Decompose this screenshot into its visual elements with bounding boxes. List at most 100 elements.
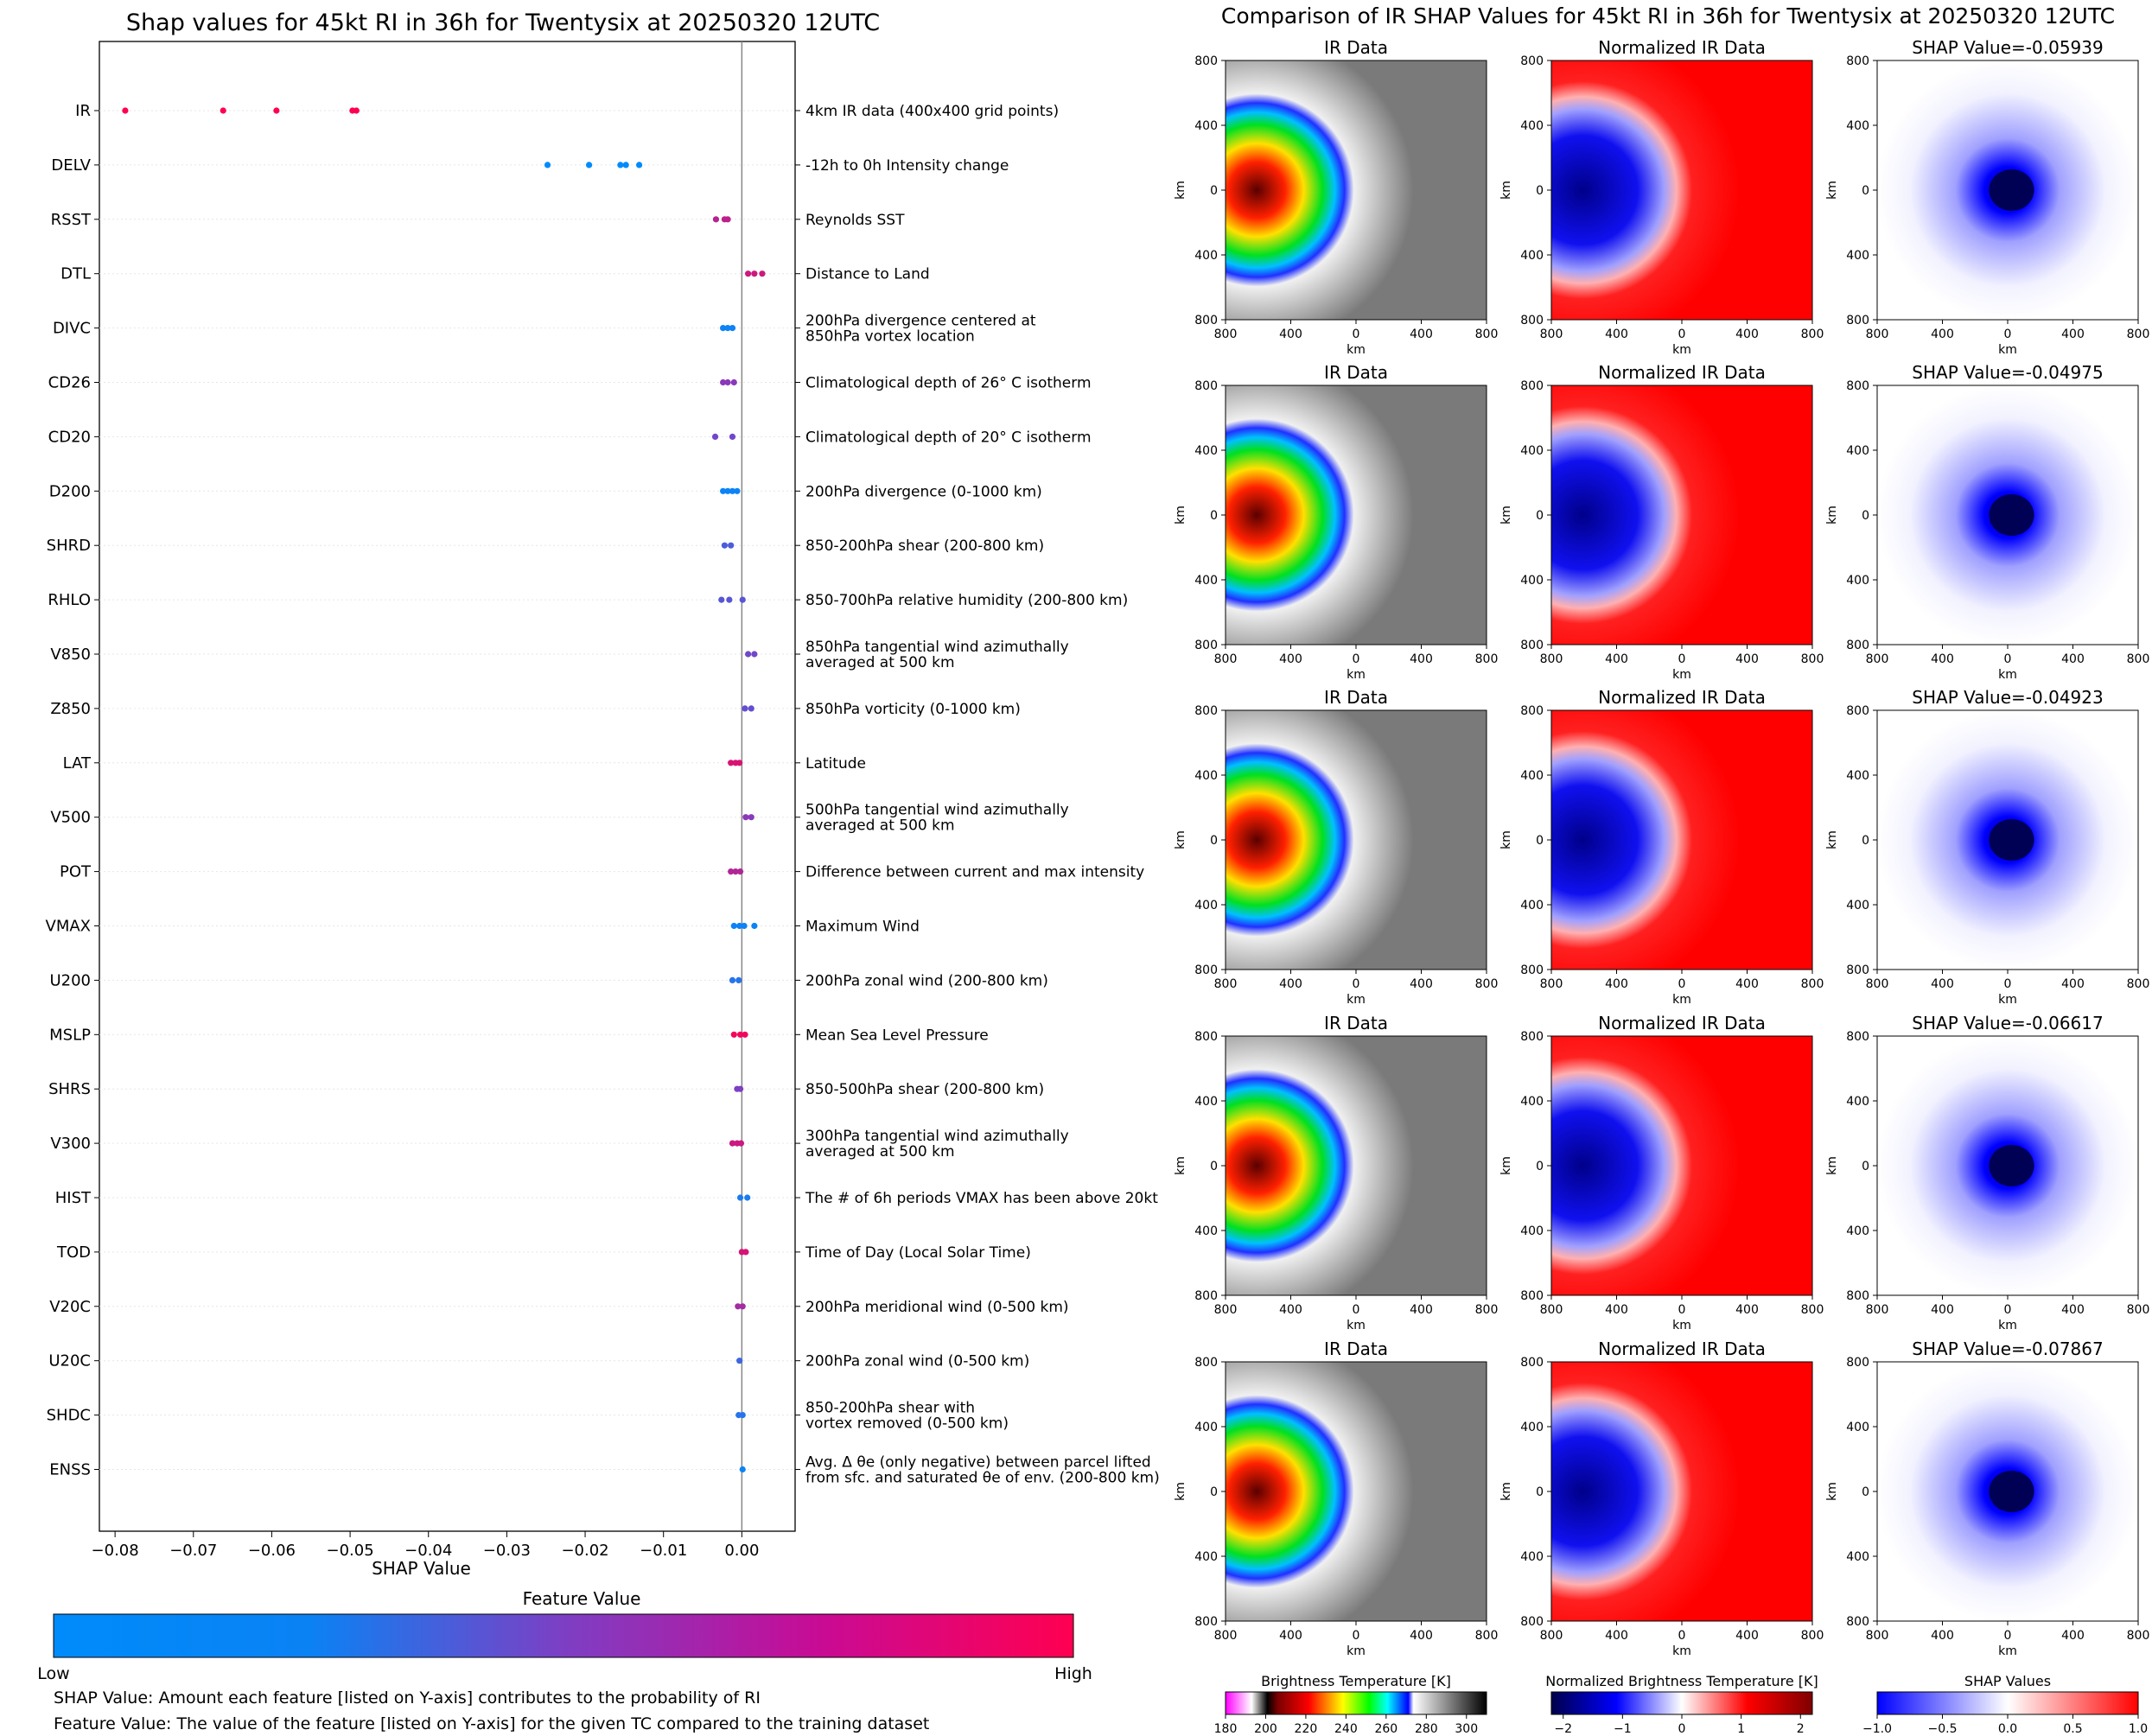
- feature-description-label: 850-500hPa shear (200-800 km): [805, 1081, 1044, 1098]
- y-tick-label: 400: [1194, 1550, 1218, 1564]
- x-tick-label: 800: [1475, 1303, 1499, 1317]
- y-tick-label: 400: [1846, 119, 1869, 133]
- shap-point: [729, 1140, 736, 1147]
- y-tick-label: 400: [1520, 1095, 1544, 1109]
- x-tick-label: 0: [1353, 327, 1360, 341]
- image-colorbar: Normalized Brightness Temperature [K] −2 −…: [1545, 1673, 1818, 1736]
- y-tick-label: 800: [1520, 314, 1544, 327]
- x-axis-label: km: [1672, 1644, 1691, 1658]
- y-tick-label: 800: [1520, 704, 1544, 718]
- x-axis-label: km: [1998, 1644, 2017, 1658]
- shap-point: [719, 378, 727, 386]
- shap-point: [736, 760, 743, 766]
- x-tick-label: −0.07: [169, 1542, 217, 1560]
- y-tick-label: 800: [1846, 1289, 1869, 1303]
- y-tick-label: 0: [1862, 1485, 1869, 1499]
- x-tick-label: −0.05: [327, 1542, 374, 1560]
- x-tick-label: 0: [1353, 1303, 1360, 1317]
- panel-title: IR Data: [1324, 1339, 1388, 1359]
- feature-name-label: SHRD: [47, 537, 91, 555]
- y-tick-label: 800: [1194, 963, 1218, 977]
- y-tick-label: 400: [1194, 444, 1218, 458]
- feature-name-label: DTL: [60, 265, 91, 283]
- x-axis-label: km: [1672, 1319, 1691, 1332]
- x-tick-label: −0.06: [248, 1542, 296, 1560]
- x-tick-label: 400: [1279, 1303, 1302, 1317]
- colorbar-tick-label: 0.5: [2063, 1722, 2082, 1736]
- colorbar-tick-label: 240: [1334, 1722, 1358, 1736]
- y-tick-label: 800: [1846, 704, 1869, 718]
- colorbar-tick-label: 2: [1797, 1722, 1805, 1736]
- x-tick-label: 800: [2127, 327, 2150, 341]
- y-tick-label: 0: [1210, 1485, 1218, 1499]
- x-tick-label: 400: [1605, 977, 1628, 991]
- shap-point: [737, 1140, 745, 1147]
- x-tick-label: 400: [1410, 652, 1433, 666]
- feature-description-label: 300hPa tangential wind azimuthally: [805, 1128, 1069, 1145]
- feature-description-label: 500hPa tangential wind azimuthally: [805, 802, 1069, 819]
- x-tick-label: 400: [1931, 1303, 1954, 1317]
- shap-point: [724, 216, 731, 223]
- panel-title: IR Data: [1324, 362, 1388, 383]
- y-axis-label: km: [1174, 506, 1187, 525]
- y-tick-label: 400: [1520, 1421, 1544, 1434]
- x-tick-label: 800: [1540, 652, 1563, 666]
- brightness-field: [1226, 1362, 1487, 1621]
- feature-name-label: CD20: [48, 428, 91, 446]
- x-axis-label: km: [1998, 668, 2017, 682]
- x-tick-label: 400: [1279, 327, 1302, 341]
- feature-name-label: CD26: [48, 374, 91, 392]
- y-tick-label: 800: [1520, 1289, 1544, 1303]
- shap-point: [273, 107, 280, 114]
- colorbar-tick-label: 180: [1214, 1722, 1238, 1736]
- x-tick-label: 400: [1931, 977, 1954, 991]
- colorbar-tick-label: −1: [1614, 1722, 1632, 1736]
- shap-point: [622, 162, 629, 169]
- feature-description-label: Climatological depth of 20° C isotherm: [805, 429, 1092, 446]
- normalized-ir-panel: Normalized IR Data8008004004000040040080…: [1499, 1339, 1824, 1658]
- y-tick-label: 400: [1846, 1224, 1869, 1238]
- x-tick-label: 400: [1931, 1629, 1954, 1643]
- x-tick-label: 800: [1214, 977, 1238, 991]
- shap-value-note: SHAP Value: Amount each feature [listed …: [54, 1688, 761, 1707]
- shap-point: [742, 1249, 749, 1256]
- shap-point: [585, 162, 593, 169]
- x-axis-label: km: [1672, 668, 1691, 682]
- x-tick-label: 400: [1735, 327, 1759, 341]
- y-tick-label: 800: [1194, 379, 1218, 393]
- feature-value-note: Feature Value: The value of the feature …: [54, 1714, 930, 1733]
- shap-point: [759, 270, 766, 277]
- x-axis-label: km: [1998, 1319, 2017, 1332]
- x-tick-label: 400: [1735, 1629, 1759, 1643]
- x-tick-label: 400: [2061, 977, 2085, 991]
- shap-panel: SHAP Value=-0.04923800800400400004004008…: [1825, 687, 2149, 1007]
- y-tick-label: 400: [1846, 1421, 1869, 1434]
- shap-point: [736, 1358, 743, 1364]
- x-tick-label: 800: [2127, 1303, 2150, 1317]
- feature-description-label: Mean Sea Level Pressure: [805, 1027, 989, 1044]
- panel-title: IR Data: [1324, 37, 1388, 58]
- shap-point: [736, 1031, 744, 1038]
- y-tick-label: 400: [1520, 119, 1544, 133]
- feature-description-label: Time of Day (Local Solar Time): [805, 1244, 1031, 1262]
- shap-point: [732, 868, 739, 875]
- shap-point: [735, 1303, 742, 1310]
- x-tick-label: 0: [1678, 1303, 1686, 1317]
- y-tick-label: 0: [1862, 1160, 1869, 1173]
- feature-colorbar-title: Feature Value: [523, 1588, 641, 1609]
- colorbar-label: SHAP Values: [1964, 1673, 2051, 1689]
- shap-point: [744, 1194, 751, 1201]
- brightness-field: [1551, 710, 1812, 970]
- x-tick-label: 400: [1410, 1303, 1433, 1317]
- shap-point: [729, 976, 736, 983]
- image-colorbar: Brightness Temperature [K] 180 200 220 240 26…: [1214, 1673, 1487, 1736]
- feature-name-label: LAT: [63, 754, 92, 773]
- y-tick-label: 0: [1210, 834, 1218, 848]
- panel-title: Normalized IR Data: [1598, 1339, 1766, 1359]
- x-tick-label: 0.00: [724, 1542, 759, 1560]
- colorbar-strip: [1550, 1691, 1813, 1715]
- x-axis-label: km: [1672, 343, 1691, 357]
